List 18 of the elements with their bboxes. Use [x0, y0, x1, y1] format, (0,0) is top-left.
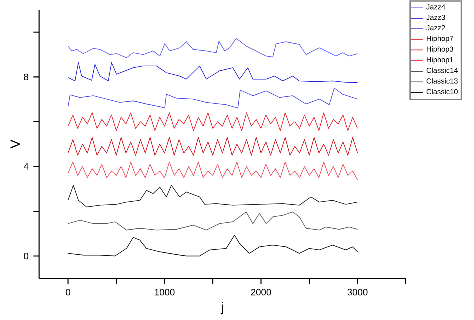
x-tick-label: 3000 [348, 289, 368, 296]
y-tick-label: 4 [24, 164, 29, 170]
line-series [68, 162, 358, 180]
line-series [68, 88, 358, 109]
line-series [68, 62, 358, 84]
x-axis-title: j [220, 302, 224, 315]
y-tick-label: 8 [24, 74, 29, 80]
line-series [68, 112, 358, 132]
x-tick-label: 2000 [251, 289, 272, 296]
x-tick-label: 1000 [155, 289, 175, 296]
y-axis-title: V [10, 140, 20, 149]
x-tick-label: 0 [66, 289, 71, 296]
line-series [68, 185, 358, 208]
y-tick-label: 0 [24, 252, 29, 260]
line-series [68, 38, 358, 58]
line-series [68, 212, 358, 231]
line-series [68, 235, 358, 257]
line-series [68, 137, 358, 156]
